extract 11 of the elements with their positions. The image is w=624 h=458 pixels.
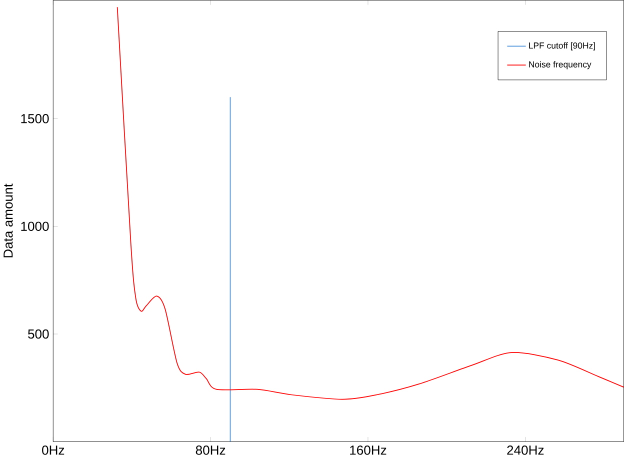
x-tick-label: 160Hz	[350, 445, 386, 455]
x-tick-label: 0Hz	[42, 445, 64, 455]
y-axis-title: Data amount	[4, 183, 13, 258]
x-tick-label: 240Hz	[507, 445, 544, 455]
y-tick-label: 1000	[21, 222, 49, 231]
y-tick-label: 500	[28, 329, 49, 338]
legend-label: LPF cutoff [90Hz]	[529, 42, 595, 50]
line-series	[116, 6, 624, 400]
legend-label: Noise frequency	[529, 60, 592, 69]
x-tick-label: 80Hz	[196, 445, 226, 455]
y-tick-label: 1500	[21, 114, 49, 124]
